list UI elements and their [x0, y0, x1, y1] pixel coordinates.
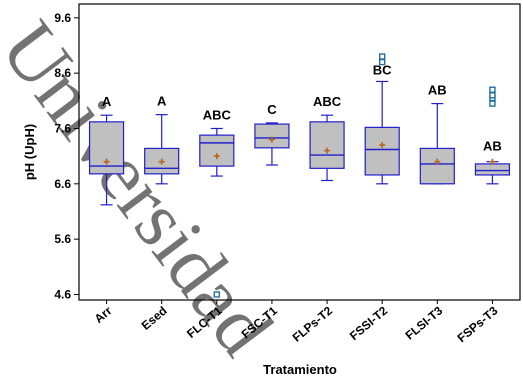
- iqr-box: [364, 126, 400, 176]
- group-letter: AB: [428, 83, 447, 98]
- x-tick-label: FLSI-T3: [403, 303, 446, 342]
- y-tick-label: 6.6: [54, 177, 71, 191]
- x-axis-title: Tratamiento: [263, 362, 337, 377]
- plot-frame: [78, 3, 521, 301]
- y-tick-label: 9.6: [54, 11, 71, 25]
- group-letter: BC: [373, 62, 392, 77]
- x-tick-label: FLPs-T2: [290, 303, 336, 344]
- y-axis-title: pH (UpH): [22, 124, 37, 180]
- outlier-point: [489, 100, 496, 107]
- boxes-layer: [88, 53, 511, 298]
- y-tick-label: 7.6: [54, 121, 71, 135]
- y-axis: 4.6 5.6 6.6 7.6 8.6 9.6: [54, 11, 79, 301]
- group-letter: ABC: [313, 94, 342, 109]
- outlier-point: [213, 291, 221, 298]
- box-FSSI-T2: [364, 53, 400, 185]
- box-Arr: [88, 114, 125, 206]
- iqr-box: [474, 163, 511, 176]
- group-letter: A: [157, 94, 167, 109]
- outlier-point: [489, 86, 496, 93]
- group-letter: AB: [483, 139, 502, 154]
- outlier-point: [489, 92, 496, 99]
- box-Esed: [144, 114, 180, 185]
- box-FLPs-T2: [309, 114, 345, 182]
- outlier-point: [378, 53, 386, 60]
- group-letter: A: [102, 94, 112, 109]
- x-axis: Arr Esed FLC-T1 FSC-T1 FLPs-T2 FSSI-T2 FLSI-T3…: [92, 300, 501, 345]
- box-FLSI-T3: [419, 102, 455, 185]
- x-tick-label: FSSI-T2: [347, 303, 390, 343]
- iqr-box: [199, 134, 235, 167]
- x-tick-label: Esed: [139, 304, 170, 333]
- x-tick-label: FSPs-T3: [455, 303, 501, 345]
- box-FSPs-T3: [474, 86, 511, 185]
- iqr-box: [309, 121, 345, 169]
- y-tick-label: 8.6: [54, 66, 71, 80]
- y-tick-label: 4.6: [54, 287, 71, 301]
- group-letters-layer: A A ABC C ABC BC AB AB: [102, 62, 502, 153]
- group-letter: C: [267, 102, 277, 117]
- iqr-box: [88, 121, 125, 175]
- iqr-box: [254, 123, 290, 149]
- group-letter: ABC: [203, 107, 232, 122]
- y-tick-label: 5.6: [54, 232, 71, 246]
- box-FSC-T1: [254, 122, 290, 166]
- x-tick-label: Arr: [92, 303, 115, 326]
- box-FLC-T1: [199, 127, 235, 298]
- iqr-box: [419, 147, 455, 185]
